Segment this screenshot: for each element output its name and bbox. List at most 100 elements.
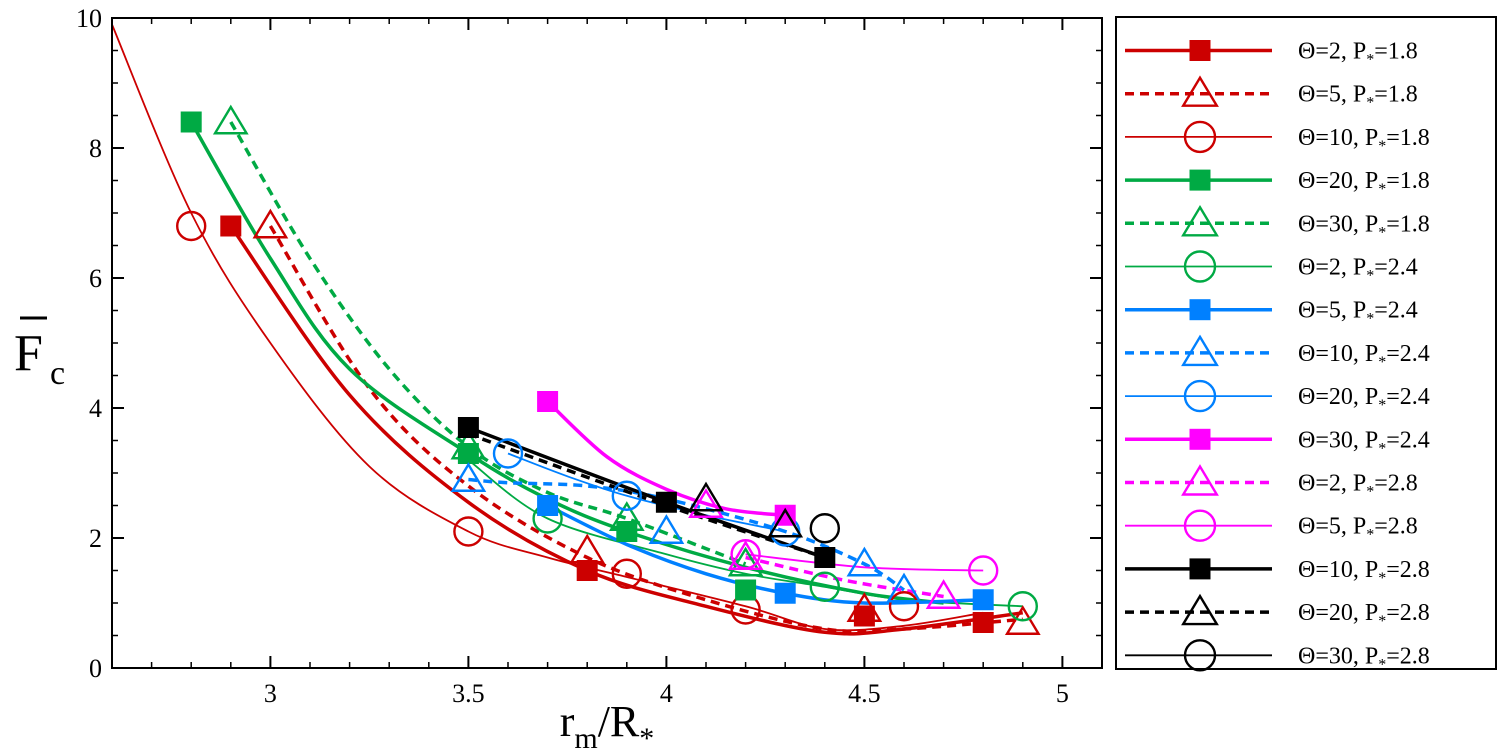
- series-1-point-4: [972, 612, 994, 633]
- legend-entry-7: Θ=5, P*=2.4: [1125, 298, 1418, 328]
- series-2-point-3: [846, 592, 883, 622]
- legend-marker: [1181, 464, 1219, 496]
- legend-p-value: =2.4: [1386, 341, 1430, 367]
- legend-theta: Θ=30, P: [1298, 427, 1378, 453]
- series-4-point-2: [457, 443, 479, 464]
- legend-entry-6: Θ=2, P*=2.4: [1125, 250, 1418, 285]
- legend-entry-10: Θ=30, P*=2.4: [1125, 427, 1430, 457]
- legend-entry-3: Θ=10, P*=1.8: [1125, 120, 1430, 155]
- series-15-point-1: [809, 513, 840, 544]
- legend-label: Θ=10, P*=2.4: [1298, 341, 1430, 371]
- legend-label: Θ=30, P*=1.8: [1298, 211, 1430, 241]
- y-tick-label: 0: [89, 654, 102, 683]
- legend-label: Θ=20, P*=2.4: [1298, 384, 1430, 414]
- y-tick-label: 4: [89, 394, 102, 423]
- legend-p-sub: *: [1378, 613, 1386, 630]
- series-7-point-2: [774, 582, 796, 604]
- legend-p-sub: *: [1378, 224, 1386, 241]
- legend-p-value: =1.8: [1386, 168, 1430, 194]
- legend-label: Θ=10, P*=1.8: [1298, 125, 1430, 155]
- legend-label: Θ=30, P*=2.4: [1298, 427, 1430, 457]
- legend-p-sub: *: [1378, 181, 1386, 198]
- legend-p-value: =2.4: [1374, 298, 1418, 324]
- legend-label: Θ=20, P*=1.8: [1298, 168, 1430, 198]
- series-9-point-2: [611, 480, 642, 511]
- series-8-point-4: [886, 572, 922, 603]
- legend-marker: [1189, 169, 1211, 191]
- legend-theta: Θ=20, P: [1298, 384, 1378, 410]
- legend-p-value: =2.8: [1374, 471, 1418, 497]
- series-14-point-1: [688, 481, 724, 512]
- legend-p-sub: *: [1366, 527, 1374, 544]
- legend-theta: Θ=20, P: [1298, 600, 1378, 626]
- series-3-point-3: [611, 558, 642, 589]
- series-4-point-3: [616, 521, 638, 542]
- y-axis-base: F: [14, 325, 43, 382]
- legend-theta: Θ=20, P: [1298, 168, 1378, 194]
- series-2-point-4: [1004, 605, 1041, 635]
- legend-p-sub: *: [1378, 354, 1386, 371]
- series-4-point-4: [735, 579, 757, 601]
- series-2-point-2: [569, 533, 606, 564]
- legend-label: Θ=5, P*=2.8: [1298, 514, 1418, 544]
- plot-area: [112, 18, 1102, 668]
- series-8-curve: [468, 477, 905, 592]
- series-8-point-1: [450, 462, 487, 492]
- legend-label: Θ=2, P*=2.4: [1298, 255, 1418, 285]
- series-10-curve: [546, 400, 786, 518]
- series-1-point-1: [220, 215, 242, 237]
- legend-entry-11: Θ=2, P*=2.8: [1125, 464, 1418, 501]
- legend-entry-1: Θ=2, P*=1.8: [1125, 39, 1418, 69]
- legend-theta: Θ=2, P: [1298, 39, 1366, 65]
- legend-marker: [1181, 204, 1219, 237]
- series-5-point-4: [727, 546, 764, 577]
- legend-marker: [1189, 40, 1211, 61]
- legend-p-value: =2.4: [1386, 427, 1430, 453]
- x-axis-slash: /R: [598, 697, 640, 746]
- legend-p-value: =2.8: [1386, 557, 1430, 583]
- legend-p-sub: *: [1378, 570, 1386, 587]
- legend-entry-12: Θ=5, P*=2.8: [1125, 509, 1418, 544]
- series-5-point-1: [212, 104, 249, 135]
- legend-p-value: =1.8: [1386, 125, 1430, 151]
- series-2-curve: [268, 225, 1023, 634]
- series-12-point-1: [730, 539, 761, 570]
- legend-marker: [1181, 593, 1219, 626]
- legend-p-sub: *: [1366, 52, 1374, 69]
- x-axis-base: r: [560, 697, 575, 746]
- series-8-point-3: [846, 546, 883, 577]
- legend-theta: Θ=30, P: [1298, 643, 1378, 669]
- x-axis-sub1: m: [574, 722, 597, 751]
- legend-marker: [1183, 639, 1217, 672]
- series-5-point-3: [608, 501, 645, 531]
- y-tick-label: 2: [89, 524, 102, 553]
- legend-p-sub: *: [1378, 656, 1386, 673]
- y-tick-label: 10: [76, 4, 102, 33]
- series-4-point-1: [180, 111, 202, 133]
- series-13-point-2: [655, 491, 677, 513]
- x-tick-label: 4: [660, 679, 673, 708]
- legend-p-sub: *: [1366, 268, 1374, 285]
- series-14-point-2: [767, 507, 804, 538]
- legend-theta: Θ=10, P: [1298, 341, 1378, 367]
- legend-entry-14: Θ=20, P*=2.8: [1125, 593, 1430, 630]
- series-8-point-2: [648, 514, 685, 544]
- series-12-point-2: [968, 555, 999, 586]
- x-tick-label: 3.5: [452, 679, 485, 708]
- legend-theta: Θ=10, P: [1298, 125, 1378, 151]
- legend-p-value: =2.8: [1386, 600, 1430, 626]
- series-10-point-1: [537, 391, 559, 412]
- legend-entry-15: Θ=30, P*=2.8: [1125, 639, 1430, 673]
- series-3-point-2: [453, 516, 484, 547]
- legend-entry-13: Θ=10, P*=2.8: [1125, 557, 1430, 587]
- series-3-point-5: [888, 591, 920, 622]
- y-tick-label: 8: [89, 134, 102, 163]
- legend-theta: Θ=2, P: [1298, 471, 1366, 497]
- x-axis-title: rm/R*: [560, 697, 655, 751]
- x-tick-label: 3: [264, 679, 277, 708]
- legend-p-sub: *: [1378, 138, 1386, 155]
- series-13-point-1: [457, 417, 479, 438]
- legend-marker: [1189, 428, 1211, 450]
- series-3-point-1: [175, 210, 207, 242]
